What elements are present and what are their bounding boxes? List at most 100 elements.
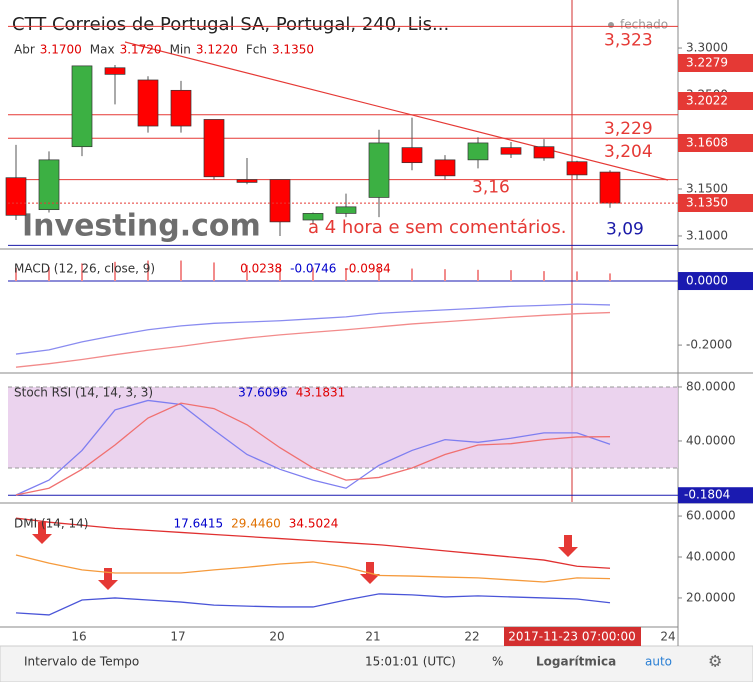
histogram-bar (15, 267, 17, 282)
price-tag (678, 134, 753, 152)
series-line (15, 554, 611, 583)
series-line (15, 399, 611, 496)
x-tick-label: 21 (365, 630, 380, 644)
price-tag (678, 194, 753, 212)
down-arrow (32, 522, 52, 544)
ohlc-value: 3.1700 (40, 43, 82, 57)
settings-icon[interactable]: ⚙ (708, 652, 722, 671)
legend-value: 29.4460 (231, 517, 281, 531)
ohlc-value: 3.1350 (272, 43, 314, 57)
candle-body (269, 179, 291, 223)
footer-interval[interactable]: Intervalo de Tempo (24, 655, 139, 669)
value-tag-label: 0.0000 (686, 274, 728, 288)
legend-value: 37.6096 (238, 386, 288, 400)
value-tag-label: -0.1804 (684, 488, 730, 502)
candle-body (401, 147, 423, 164)
candle-body (5, 177, 27, 216)
candle-body (104, 67, 126, 75)
value-tag (678, 272, 753, 291)
histogram-bar (81, 263, 83, 282)
legend-value: 43.1831 (296, 386, 346, 400)
candle-body (302, 213, 324, 221)
series-line (15, 311, 611, 368)
series-line (15, 402, 611, 496)
candle-body (368, 142, 390, 198)
histogram-bar (279, 266, 281, 282)
line-label: 3,16 (472, 178, 510, 198)
ohlc-label: Abr (14, 43, 35, 57)
ohlc-value: 3.1220 (196, 43, 238, 57)
candle-body (203, 119, 225, 178)
x-tick-label: 16 (71, 630, 86, 644)
down-arrow (98, 568, 118, 590)
series-line (15, 517, 611, 569)
histogram-bar (477, 269, 479, 282)
y-tick-label: 40.0000 (686, 433, 736, 447)
histogram-bar (312, 267, 314, 282)
y-tick-label: -0.2000 (686, 338, 732, 352)
y-tick-label: 3.1000 (686, 228, 728, 242)
status-dot (608, 22, 614, 28)
down-arrow (558, 535, 578, 557)
histogram-bar (147, 260, 149, 282)
x-tick-label: 17 (170, 630, 185, 644)
price-tag (678, 54, 753, 72)
histogram-bar (378, 267, 380, 282)
histogram-bar (444, 269, 446, 282)
y-tick-label: 3.1500 (686, 181, 728, 195)
histogram-bar (576, 271, 578, 282)
x-tick-label: 20 (269, 630, 284, 644)
y-tick-label: 80.0000 (686, 379, 736, 393)
trend-line (124, 41, 669, 181)
candle-body (236, 179, 258, 183)
pane-title: MACD (12, 26, close, 9) (14, 262, 155, 276)
histogram-bar (411, 268, 413, 282)
legend-value: -0.0984 (344, 262, 390, 276)
histogram-bar (114, 261, 116, 282)
line-label: 3,229 (604, 119, 653, 139)
histogram-bar (345, 268, 347, 282)
y-tick-label: 20.0000 (686, 590, 736, 604)
footer-auto[interactable]: auto (645, 655, 672, 669)
candle-body (566, 161, 588, 176)
footer-bar (0, 645, 753, 682)
candle-body (599, 171, 621, 204)
candle-body (533, 146, 555, 159)
histogram-bar (48, 267, 50, 282)
price-tag-label: 3.2022 (686, 94, 728, 108)
legend-value: 0.0238 (240, 262, 282, 276)
candle-body (71, 65, 93, 148)
annotation: a 4 hora e sem comentários. (308, 217, 567, 238)
series-line (15, 303, 611, 355)
x-tick-label: 24 (660, 630, 675, 644)
legend-value: 34.5024 (289, 517, 339, 531)
ohlc-value: 3.1720 (120, 43, 162, 57)
legend-value: 17.6415 (173, 517, 223, 531)
series-line (15, 593, 611, 616)
candle-body (434, 159, 456, 177)
pane-title: Stoch RSI (14, 14, 3, 3) (14, 386, 153, 400)
footer-log[interactable]: Logarítmica (536, 655, 616, 669)
histogram-bar (543, 271, 545, 282)
crosshair-tag (504, 627, 641, 646)
price-tag-label: 3.1608 (686, 136, 728, 150)
price-tag-label: 3.2279 (686, 56, 728, 70)
histogram-bar (609, 273, 611, 282)
market-status: fechado (620, 18, 668, 32)
histogram-bar (246, 265, 248, 282)
chart-title: CTT Correios de Portugal SA, Portugal, 2… (12, 14, 449, 35)
footer-percent[interactable]: % (492, 655, 503, 669)
line-label: 3,323 (604, 30, 653, 50)
ohlc-label: Fch (246, 43, 267, 57)
footer-clock: 15:01:01 (UTC) (365, 655, 456, 669)
x-tick-label: 22 (464, 630, 479, 644)
candle-body (500, 147, 522, 155)
price-tag-label: 3.1350 (686, 196, 728, 210)
candle-body (170, 89, 192, 127)
histogram-bar (213, 262, 215, 282)
pane-title: DMI (14, 14) (14, 517, 88, 531)
crosshair-label: 2017-11-23 07:00:00 (508, 630, 635, 644)
line-label: 3,204 (604, 142, 653, 162)
